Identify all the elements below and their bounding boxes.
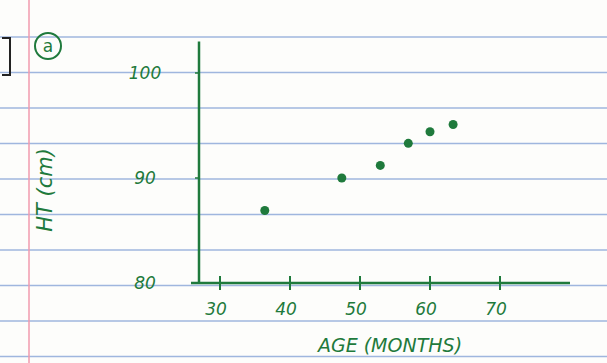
point bbox=[449, 120, 458, 129]
point bbox=[404, 139, 413, 148]
y-axis bbox=[198, 42, 201, 284]
paper-line bbox=[0, 356, 607, 357]
paper-line bbox=[0, 143, 607, 144]
point bbox=[260, 206, 269, 215]
annotation: a bbox=[43, 36, 53, 56]
margin-line bbox=[28, 0, 30, 363]
x-axis-label: AGE (MONTHS) bbox=[316, 334, 462, 356]
paper-line bbox=[0, 72, 607, 73]
y-tick bbox=[195, 72, 199, 74]
y-tick bbox=[195, 282, 199, 284]
y-tick-label: 100 bbox=[129, 63, 161, 83]
x-tick bbox=[359, 276, 361, 290]
paper bbox=[0, 0, 607, 363]
y-tick bbox=[195, 177, 199, 179]
x-tick bbox=[429, 276, 431, 290]
point bbox=[376, 161, 385, 170]
x-axis bbox=[191, 282, 570, 285]
x-tick bbox=[219, 276, 221, 290]
bracket bbox=[2, 38, 10, 75]
paper-line bbox=[0, 249, 607, 250]
y-tick-label: 80 bbox=[134, 273, 156, 293]
annotation-circle bbox=[35, 33, 61, 59]
x-tick bbox=[289, 276, 291, 290]
plot-area bbox=[260, 120, 457, 215]
paper-line bbox=[0, 107, 607, 108]
paper-line bbox=[0, 36, 607, 37]
paper-line bbox=[0, 178, 607, 179]
y-axis-label: HT (cm) bbox=[33, 148, 57, 232]
point bbox=[426, 127, 435, 136]
x-tick-label: 60 bbox=[415, 299, 437, 319]
paper-line bbox=[0, 214, 607, 215]
paper-line bbox=[0, 285, 607, 286]
x-tick-label: 70 bbox=[485, 299, 507, 319]
chart: a 30 40 50 60 70 80 90 100 AGE (MONTHS) HT (cm) bbox=[0, 0, 607, 363]
x-tick-label: 50 bbox=[345, 299, 367, 319]
x-tick-label: 30 bbox=[205, 299, 227, 319]
y-tick-label: 90 bbox=[134, 168, 156, 188]
paper-line bbox=[0, 320, 607, 321]
point bbox=[337, 174, 346, 183]
x-tick-label: 40 bbox=[275, 299, 297, 319]
x-tick bbox=[499, 276, 501, 290]
